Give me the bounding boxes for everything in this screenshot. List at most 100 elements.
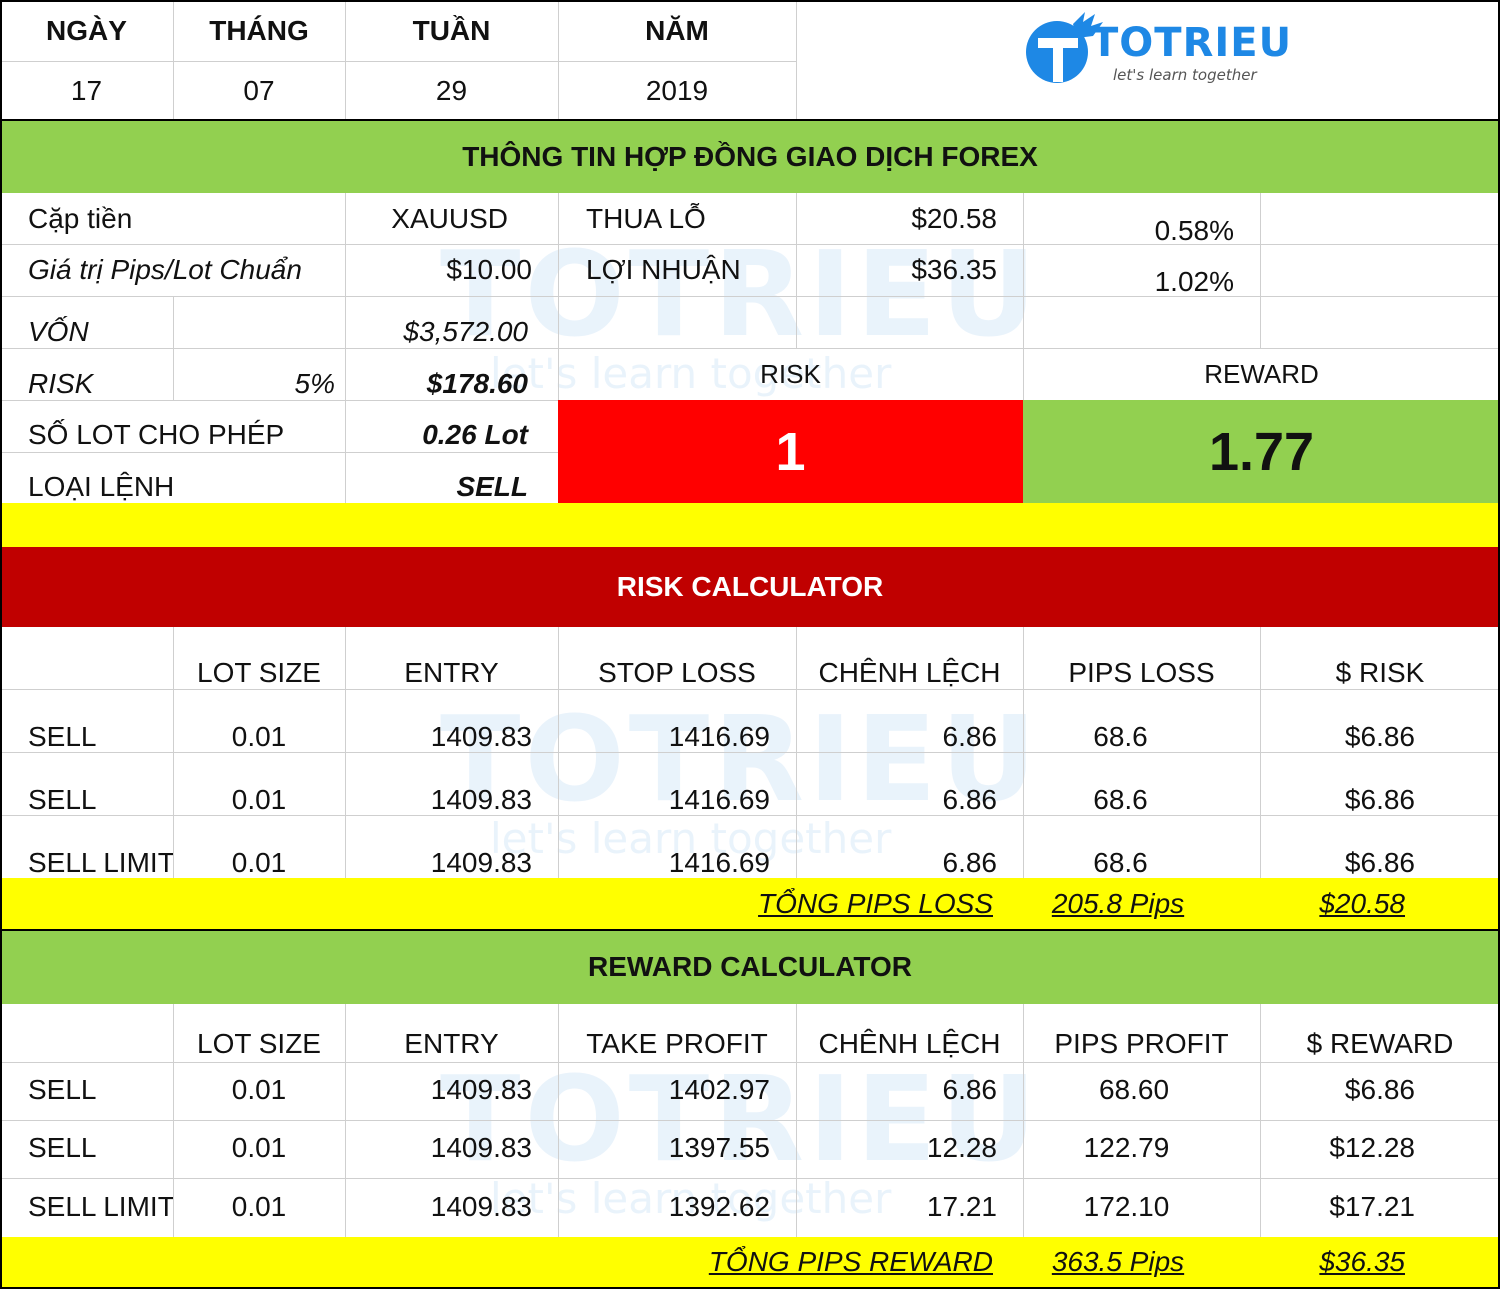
reward-row-takeprofit[interactable]: 1397.55: [668, 1132, 770, 1163]
reward-row-takeprofit[interactable]: 1392.62: [668, 1191, 770, 1222]
reward-row-usd: $12.28: [1329, 1132, 1415, 1163]
reward-row-type[interactable]: SELL: [28, 1074, 97, 1105]
day-value[interactable]: 17: [70, 74, 103, 106]
reward-row-diff: 17.21: [926, 1191, 997, 1222]
risk-header-stoploss: STOP LOSS: [598, 656, 756, 688]
risk-total-band: [0, 878, 1500, 930]
capital-value[interactable]: $3,572.00: [403, 316, 528, 347]
logo-name: TOTRIEU: [1091, 20, 1293, 66]
yellow-spacer: [0, 503, 1500, 547]
month-value[interactable]: 07: [243, 74, 275, 106]
rr-reward-label: REWARD: [1204, 358, 1319, 389]
loss-label: THUA LỖ: [586, 202, 706, 234]
reward-row-type[interactable]: SELL: [28, 1132, 97, 1163]
risk-row-stoploss[interactable]: 1416.69: [668, 720, 770, 752]
day-header: NGÀY: [46, 14, 127, 46]
risk-row-pips: 68.6: [1093, 846, 1148, 878]
reward-total-label: TỔNG PIPS REWARD: [708, 1246, 993, 1277]
reward-row-takeprofit[interactable]: 1402.97: [668, 1074, 770, 1105]
risk-row-pips: 68.6: [1093, 783, 1148, 815]
risk-row-entry[interactable]: 1409.83: [430, 720, 532, 752]
rr-risk-value: 1: [775, 421, 806, 482]
pip-value[interactable]: $10.00: [446, 254, 532, 285]
reward-row-lot[interactable]: 0.01: [231, 1132, 287, 1163]
reward-total-band: [0, 1237, 1500, 1289]
month-header: THÁNG: [209, 14, 309, 46]
logo-tagline: let's learn together: [1113, 66, 1257, 84]
risk-total-usd: $20.58: [1319, 888, 1405, 919]
pair-value[interactable]: XAUUSD: [391, 202, 508, 234]
risk-ratio-box: [558, 400, 1023, 503]
risk-total-pips: 205.8 Pips: [1051, 888, 1185, 919]
loss-value: $20.58: [911, 202, 997, 234]
reward-row-pips: 68.60: [1098, 1074, 1170, 1105]
reward-row-lot[interactable]: 0.01: [231, 1191, 287, 1222]
reward-header-takeprofit: TAKE PROFIT: [586, 1028, 768, 1059]
reward-row-lot[interactable]: 0.01: [231, 1074, 287, 1105]
year-header: NĂM: [645, 14, 709, 46]
capital-label: VỐN: [28, 316, 89, 347]
brand-logo: TOTRIEU let's learn together: [1025, 10, 1291, 90]
risk-row-type[interactable]: SELL: [28, 783, 97, 815]
week-header: TUẦN: [412, 14, 491, 46]
reward-header-lot: LOT SIZE: [197, 1028, 321, 1059]
reward-header-diff: CHÊNH LỆCH: [818, 1028, 1001, 1059]
risk-row-lot[interactable]: 0.01: [231, 720, 287, 752]
risk-amount: $178.60: [426, 368, 528, 399]
reward-row-pips: 122.79: [1083, 1132, 1170, 1163]
reward-ratio-box: [1023, 400, 1500, 503]
risk-row-diff: 6.86: [942, 846, 998, 878]
risk-row-lot[interactable]: 0.01: [231, 846, 287, 878]
risk-row-stoploss[interactable]: 1416.69: [668, 846, 770, 878]
week-value[interactable]: 29: [435, 74, 468, 106]
risk-row-usd: $6.86: [1344, 846, 1415, 878]
profit-label: LỢI NHUẬN: [586, 254, 741, 285]
order-type-label: LOẠI LỆNH: [28, 471, 175, 502]
risk-header-diff: CHÊNH LỆCH: [818, 656, 1001, 688]
profit-percent: 1.02%: [1154, 266, 1234, 297]
pair-label: Cặp tiền: [28, 202, 133, 234]
risk-header-usd: $ RISK: [1335, 656, 1425, 688]
order-type-value[interactable]: SELL: [456, 471, 528, 502]
risk-header-entry: ENTRY: [404, 656, 499, 688]
risk-row-type[interactable]: SELL: [28, 720, 97, 752]
risk-row-stoploss[interactable]: 1416.69: [668, 783, 770, 815]
year-value[interactable]: 2019: [645, 74, 709, 106]
risk-row-entry[interactable]: 1409.83: [430, 846, 532, 878]
contract-title: THÔNG TIN HỢP ĐỒNG GIAO DỊCH FOREX: [462, 140, 1038, 172]
rr-risk-label: RISK: [760, 358, 821, 389]
risk-title-band: [0, 547, 1500, 627]
pip-value-label: Giá trị Pips/Lot Chuẩn: [28, 254, 302, 285]
risk-label: RISK: [28, 368, 94, 399]
reward-row-diff: 12.28: [926, 1132, 997, 1163]
profit-value: $36.35: [911, 254, 997, 285]
risk-row-entry[interactable]: 1409.83: [430, 783, 532, 815]
risk-row-diff: 6.86: [942, 783, 998, 815]
risk-row-usd: $6.86: [1344, 720, 1415, 752]
risk-percent[interactable]: 5%: [294, 368, 335, 399]
reward-row-type[interactable]: SELL LIMIT: [28, 1191, 173, 1222]
reward-row-usd: $17.21: [1329, 1191, 1415, 1222]
risk-calc-title: RISK CALCULATOR: [616, 571, 884, 602]
reward-row-entry[interactable]: 1409.83: [430, 1132, 532, 1163]
lot-allowed-label: SỐ LOT CHO PHÉP: [28, 419, 285, 450]
risk-row-usd: $6.86: [1344, 783, 1415, 815]
reward-row-entry[interactable]: 1409.83: [430, 1074, 532, 1105]
risk-header-lot: LOT SIZE: [197, 656, 321, 688]
reward-row-entry[interactable]: 1409.83: [430, 1191, 532, 1222]
reward-row-pips: 172.10: [1083, 1191, 1170, 1222]
risk-header-pips: PIPS LOSS: [1068, 656, 1215, 688]
reward-calc-title: REWARD CALCULATOR: [587, 951, 913, 982]
flame-t-icon: [1026, 12, 1103, 83]
reward-header-usd: $ REWARD: [1306, 1028, 1454, 1059]
risk-row-diff: 6.86: [942, 720, 998, 752]
reward-total-usd: $36.35: [1319, 1246, 1405, 1277]
rr-reward-value: 1.77: [1208, 421, 1315, 482]
risk-row-lot[interactable]: 0.01: [231, 783, 287, 815]
risk-total-label: TỔNG PIPS LOSS: [758, 888, 993, 919]
loss-percent: 0.58%: [1154, 214, 1234, 246]
reward-row-usd: $6.86: [1344, 1074, 1415, 1105]
reward-header-pips: PIPS PROFIT: [1054, 1028, 1229, 1059]
risk-row-type[interactable]: SELL LIMIT: [28, 846, 173, 878]
